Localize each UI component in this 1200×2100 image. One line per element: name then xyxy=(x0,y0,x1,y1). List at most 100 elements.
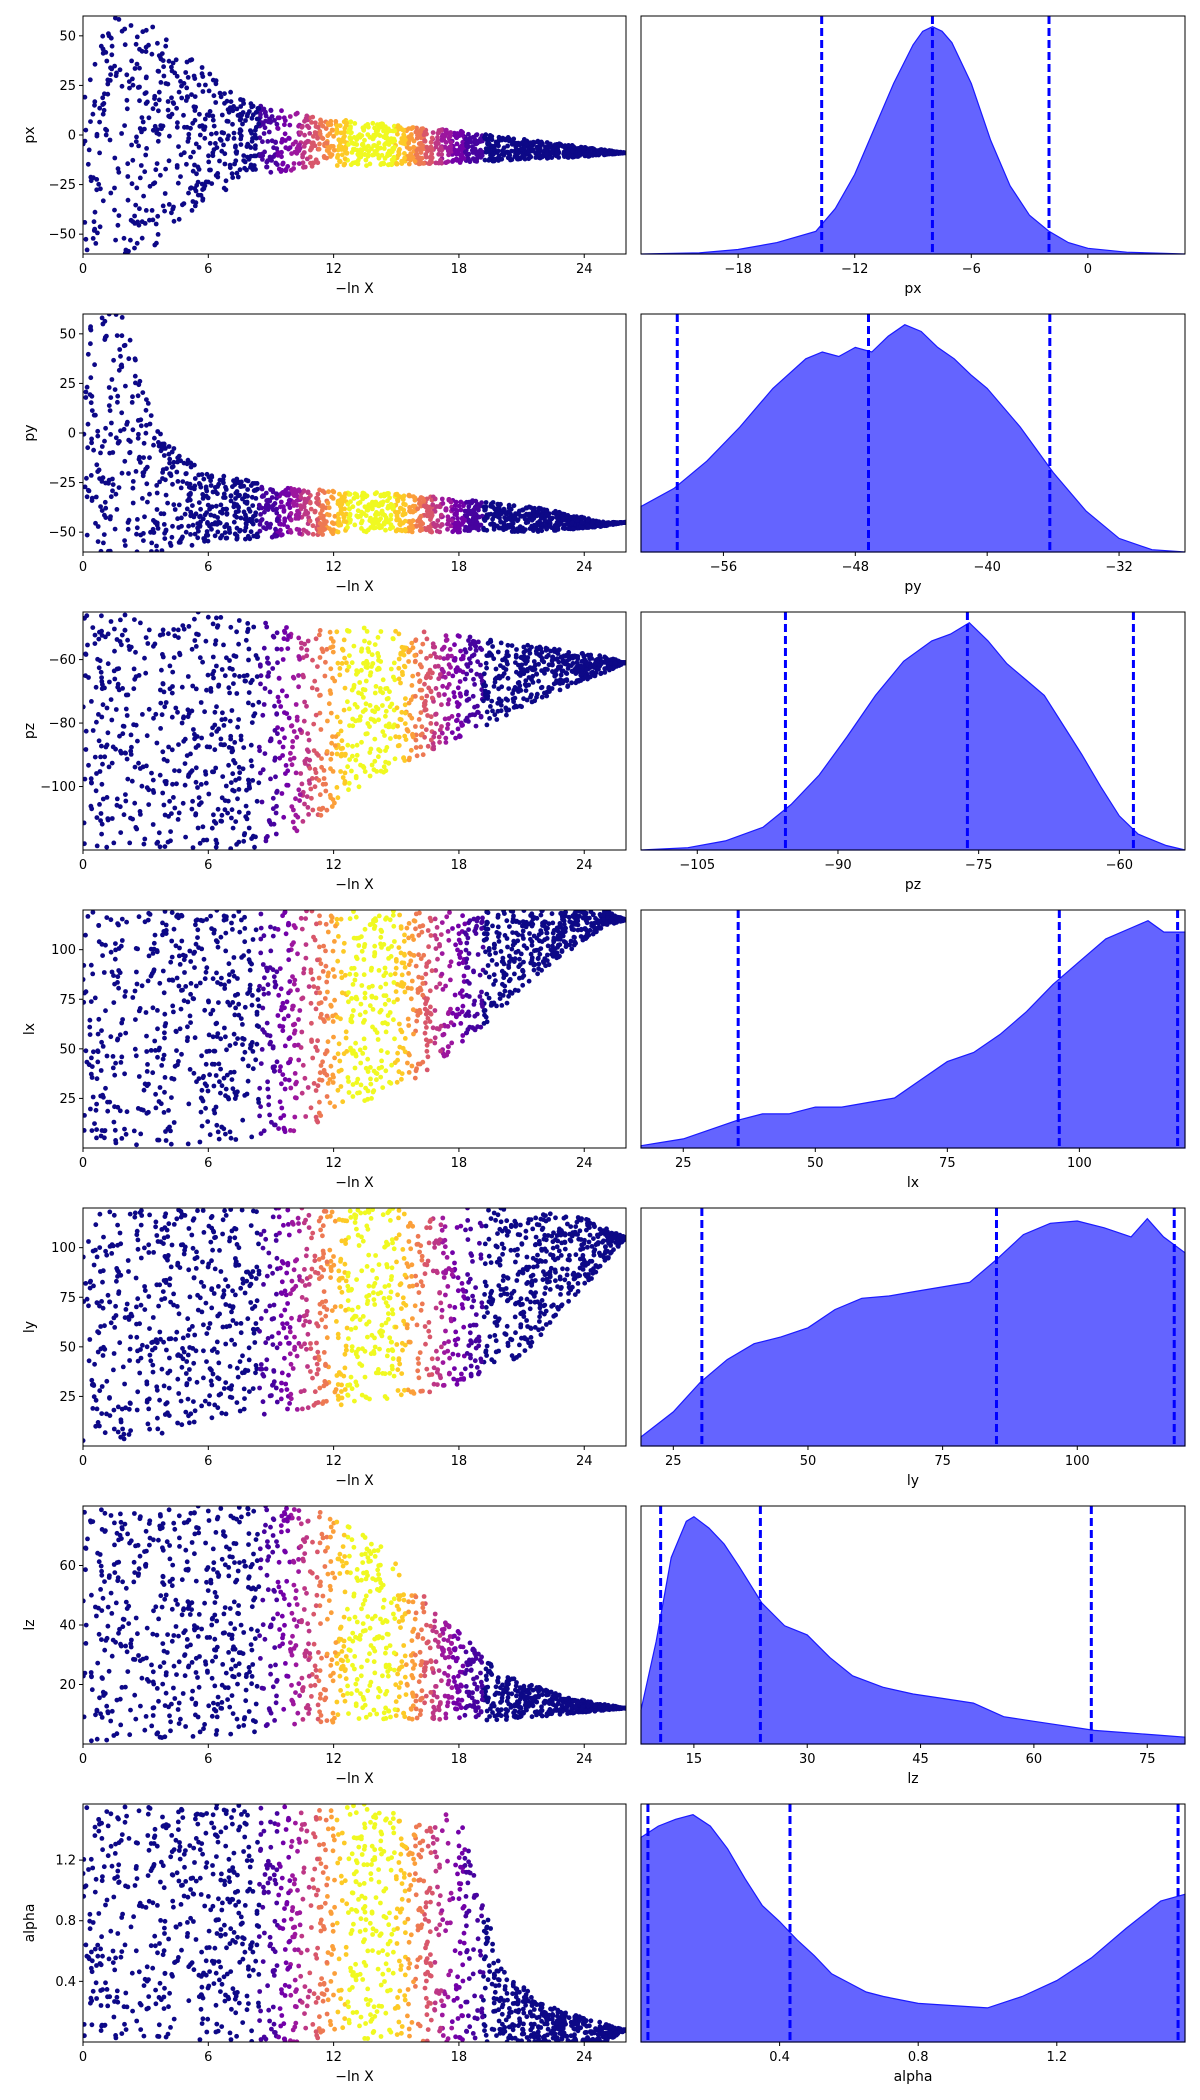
trace-point xyxy=(238,142,244,148)
trace-point xyxy=(413,724,418,729)
trace-point xyxy=(482,157,488,163)
trace-point xyxy=(297,792,303,797)
trace-point xyxy=(528,505,534,510)
trace-point xyxy=(183,834,189,840)
trace-point xyxy=(222,673,228,679)
trace-point xyxy=(169,534,175,540)
trace-point xyxy=(231,653,237,659)
trace-point xyxy=(214,145,220,151)
trace-point xyxy=(202,512,208,518)
trace-point xyxy=(473,516,479,522)
trace-point xyxy=(112,185,117,191)
trace-point xyxy=(415,518,420,524)
trace-point xyxy=(282,122,287,128)
trace-point xyxy=(348,125,353,131)
trace-xtick-label: 18 xyxy=(451,262,468,277)
trace-point xyxy=(406,492,412,498)
trace-point xyxy=(193,779,199,785)
trace-point xyxy=(103,132,109,138)
trace-point xyxy=(396,945,402,950)
trace-point xyxy=(483,504,489,510)
trace-point xyxy=(304,756,309,762)
trace-point xyxy=(116,687,122,693)
trace-point xyxy=(590,672,595,678)
trace-point xyxy=(349,660,355,666)
trace-point xyxy=(147,491,152,497)
trace-point xyxy=(305,638,311,644)
trace-point xyxy=(285,646,291,651)
trace-point xyxy=(88,341,93,347)
trace-point xyxy=(106,31,111,37)
trace-point xyxy=(160,470,166,475)
trace-point xyxy=(446,697,452,703)
trace-point xyxy=(498,519,503,524)
trace-point xyxy=(126,437,132,443)
trace-point xyxy=(519,704,524,710)
trace-point xyxy=(258,681,263,687)
trace-point xyxy=(446,671,452,677)
trace-point xyxy=(184,461,190,467)
trace-point xyxy=(184,94,190,99)
trace-point xyxy=(335,660,341,666)
trace-point xyxy=(162,191,168,196)
trace-point xyxy=(280,657,286,662)
trace-point xyxy=(327,629,333,635)
trace-point xyxy=(403,645,409,651)
trace-point xyxy=(379,152,385,158)
trace-point xyxy=(145,99,150,105)
trace-point xyxy=(350,753,355,759)
trace-point xyxy=(514,647,519,652)
trace-point xyxy=(305,731,311,736)
trace-xtick-label: 12 xyxy=(325,858,342,873)
trace-point xyxy=(137,206,142,212)
trace-point xyxy=(414,135,420,141)
trace-point xyxy=(223,178,229,184)
trace-point xyxy=(559,678,565,684)
trace-point xyxy=(314,495,319,501)
trace-point xyxy=(213,81,219,87)
trace-point xyxy=(175,516,181,522)
trace-point xyxy=(364,493,370,499)
trace-point xyxy=(330,144,336,149)
trace-point xyxy=(149,51,155,57)
trace-point xyxy=(247,516,253,522)
trace-point xyxy=(134,61,140,67)
trace-point xyxy=(539,694,545,700)
trace-point xyxy=(226,133,231,139)
trace-point xyxy=(495,507,501,513)
trace-point xyxy=(399,644,405,650)
trace-point xyxy=(376,140,382,146)
trace-point xyxy=(430,670,435,676)
trace-xtick-label: 24 xyxy=(576,858,593,873)
trace-point xyxy=(203,780,209,786)
trace-point xyxy=(598,149,604,155)
trace-point xyxy=(454,717,460,723)
trace-point xyxy=(176,810,182,816)
trace-point xyxy=(332,743,338,748)
trace-point xyxy=(592,524,598,530)
trace-point xyxy=(106,477,112,483)
trace-point xyxy=(504,712,509,718)
trace-point xyxy=(466,504,472,509)
trace-point xyxy=(276,699,282,704)
trace-point xyxy=(265,119,271,125)
trace-point xyxy=(476,527,481,533)
trace-point xyxy=(383,141,389,146)
trace-point xyxy=(158,700,164,706)
trace-point xyxy=(346,515,352,521)
trace-point xyxy=(221,491,227,497)
trace-point xyxy=(151,442,156,448)
trace-point xyxy=(121,235,127,241)
trace-point xyxy=(552,673,558,679)
trace-point xyxy=(294,828,300,834)
trace-point xyxy=(261,525,266,530)
trace-point xyxy=(487,133,493,138)
trace-point xyxy=(169,714,175,720)
trace-point xyxy=(496,686,501,692)
trace-point xyxy=(210,77,216,83)
trace-point xyxy=(331,133,336,139)
trace-point xyxy=(273,831,279,837)
trace-point xyxy=(505,642,511,648)
trace-point xyxy=(160,749,166,755)
trace-point xyxy=(154,520,160,526)
